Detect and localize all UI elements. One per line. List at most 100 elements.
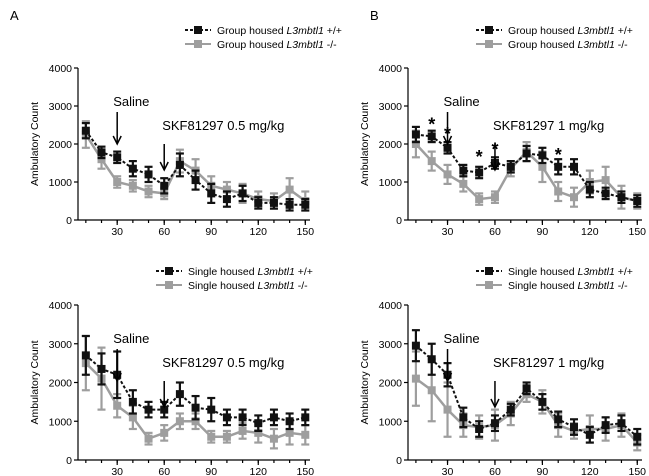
annotation-skf: SKF81297 0.5 mg/kg (162, 118, 284, 133)
data-point (459, 179, 468, 188)
data-point (506, 162, 515, 171)
data-point (191, 403, 200, 412)
data-point (301, 430, 310, 439)
x-tick-label: 60 (489, 226, 501, 238)
data-point (554, 162, 563, 171)
data-point (175, 417, 184, 426)
data-point (538, 162, 547, 171)
significance-star: * (555, 145, 562, 165)
y-tick-label: 4000 (379, 300, 403, 312)
x-tick-label: 30 (442, 466, 454, 476)
data-point (301, 200, 310, 209)
legend-marker (165, 267, 173, 275)
x-tick-label: 60 (158, 226, 170, 238)
x-tick-label: 90 (205, 466, 217, 476)
x-tick-label: 120 (250, 466, 268, 476)
annotation-saline: Saline (113, 94, 149, 109)
legend-marker (485, 281, 493, 289)
data-point (570, 162, 579, 171)
data-point (617, 193, 626, 202)
data-point (238, 413, 247, 422)
y-tick-label: 2000 (49, 378, 73, 390)
data-point (411, 140, 420, 148)
data-point (443, 405, 452, 414)
data-point (113, 401, 122, 410)
data-point (554, 187, 563, 196)
data-point (97, 364, 106, 373)
y-tick-label: 0 (396, 215, 402, 227)
data-point (633, 197, 642, 205)
y-axis-label: Ambulatory Count (29, 340, 41, 424)
data-point (207, 432, 216, 441)
x-tick-label: 90 (537, 226, 549, 238)
chart-group-housed-saline-skf-0-5: 0 1000 2000 3000 4000 30 60 90 120 150 Ambulatory … (29, 25, 342, 238)
data-point (585, 430, 594, 439)
legend-label: Single housed L3mbtl1 -/- (508, 280, 628, 292)
data-point (128, 413, 137, 422)
annotation-saline: Saline (444, 94, 480, 109)
data-point (81, 351, 90, 360)
data-point (522, 149, 531, 158)
data-point (222, 413, 231, 422)
data-point (97, 155, 106, 164)
data-point (459, 413, 468, 422)
data-point (97, 148, 106, 157)
data-point (490, 419, 499, 428)
arrow-icon (112, 372, 122, 383)
arrow-icon (490, 398, 500, 409)
y-tick-label: 1000 (49, 416, 73, 428)
x-tick-label: 150 (628, 466, 646, 476)
y-tick-label: 3000 (379, 339, 403, 351)
data-point (128, 397, 137, 406)
data-point (570, 193, 579, 202)
x-tick-label: 150 (297, 466, 315, 476)
significance-star: * (428, 115, 435, 135)
significance-star: * (476, 147, 483, 167)
y-tick-label: 1000 (379, 416, 403, 428)
data-point (238, 426, 247, 435)
data-point (269, 198, 278, 207)
chart-single-housed-saline-skf-0-5: 0 1000 2000 3000 4000 30 60 90 120 150 Ambulatory … (29, 266, 314, 476)
significance-star: * (491, 139, 498, 159)
x-tick-label: 90 (537, 466, 549, 476)
panel-letter-b: B (370, 8, 379, 23)
data-point (506, 405, 515, 414)
data-point (601, 421, 610, 430)
legend-marker (485, 26, 493, 34)
data-point (81, 126, 90, 135)
annotation-saline: Saline (444, 331, 480, 346)
data-point (144, 170, 153, 179)
data-point (175, 390, 184, 399)
annotation-saline: Saline (113, 331, 149, 346)
arrow-icon (112, 135, 122, 146)
data-point (160, 405, 169, 414)
chart-single-housed-saline-skf-1: 0 1000 2000 3000 4000 30 60 90 120 150 Ambulatory … (359, 266, 646, 476)
data-point (427, 386, 436, 395)
x-tick-label: 150 (297, 226, 315, 238)
data-point (538, 151, 547, 160)
data-point (427, 132, 436, 141)
data-point (570, 423, 579, 432)
x-tick-label: 30 (442, 226, 454, 238)
data-point (285, 200, 294, 209)
annotation-skf: SKF81297 1 mg/kg (493, 355, 604, 370)
x-tick-label: 30 (111, 226, 123, 238)
legend-label: Group housed L3mbtl1 -/- (217, 39, 337, 51)
data-point (411, 130, 420, 139)
data-point (554, 415, 563, 424)
y-tick-label: 1000 (49, 177, 73, 189)
arrow-icon (159, 161, 169, 172)
y-axis-label: Ambulatory Count (359, 102, 371, 186)
x-tick-label: 150 (628, 226, 646, 238)
y-tick-label: 2000 (49, 139, 73, 151)
arrow-icon (442, 135, 453, 146)
panel-letter-a: A (10, 8, 19, 23)
x-tick-label: 60 (158, 466, 170, 476)
data-point (144, 434, 153, 443)
x-tick-label: 120 (581, 466, 599, 476)
y-axis-label: Ambulatory Count (29, 102, 41, 186)
legend-label: Single housed L3mbtl1 -/- (188, 280, 308, 292)
significance-star: * (444, 124, 451, 144)
data-point (238, 189, 247, 198)
